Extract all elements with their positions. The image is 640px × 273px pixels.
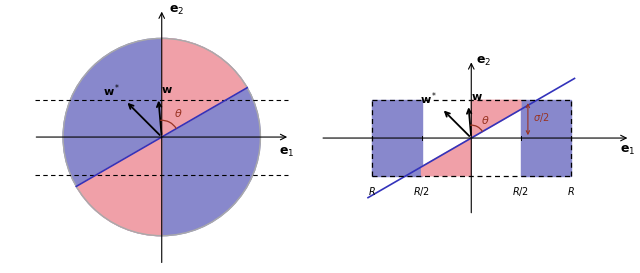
Wedge shape — [162, 38, 247, 137]
Bar — [372, 100, 422, 176]
Text: $R/2$: $R/2$ — [413, 185, 430, 198]
Text: $R$: $R$ — [368, 185, 376, 197]
Text: $R/2$: $R/2$ — [513, 185, 529, 198]
Text: $\mathbf{w}^*$: $\mathbf{w}^*$ — [103, 82, 120, 99]
Text: $\mathbf{w}^*$: $\mathbf{w}^*$ — [420, 90, 438, 106]
Text: $\mathbf{w}$: $\mathbf{w}$ — [161, 85, 173, 95]
Polygon shape — [422, 138, 471, 176]
Text: $\mathbf{e}_1$: $\mathbf{e}_1$ — [620, 144, 635, 157]
Text: $R$: $R$ — [566, 185, 575, 197]
Text: $\mathbf{e}_1$: $\mathbf{e}_1$ — [279, 146, 294, 159]
Text: $\theta$: $\theta$ — [175, 106, 183, 118]
Text: $\mathbf{e}_2$: $\mathbf{e}_2$ — [476, 55, 492, 68]
Polygon shape — [471, 100, 521, 138]
Wedge shape — [76, 137, 162, 236]
Text: $\sigma/2$: $\sigma/2$ — [533, 111, 549, 124]
Text: $\mathbf{w}$: $\mathbf{w}$ — [471, 92, 483, 102]
Circle shape — [63, 38, 260, 236]
Text: $\mathbf{e}_2$: $\mathbf{e}_2$ — [168, 4, 184, 17]
Text: $\theta$: $\theta$ — [481, 114, 490, 126]
Bar — [521, 100, 571, 176]
